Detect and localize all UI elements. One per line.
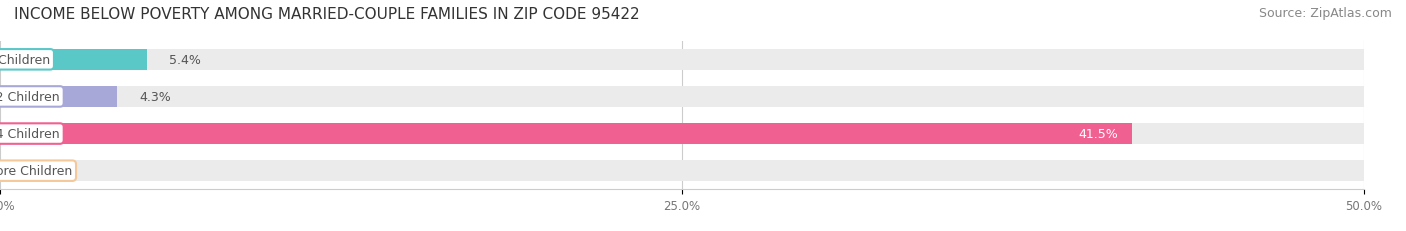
Text: 5 or more Children: 5 or more Children [0, 164, 72, 177]
Bar [0, 87, 117, 107]
Text: 4.3%: 4.3% [139, 91, 172, 103]
Text: 3 or 4 Children: 3 or 4 Children [0, 128, 60, 140]
Text: 0.0%: 0.0% [22, 164, 53, 177]
Bar [0, 124, 1132, 144]
Text: 41.5%: 41.5% [1078, 128, 1118, 140]
Bar [0, 87, 1364, 107]
Text: Source: ZipAtlas.com: Source: ZipAtlas.com [1258, 7, 1392, 20]
Bar [0, 124, 1364, 144]
Text: INCOME BELOW POVERTY AMONG MARRIED-COUPLE FAMILIES IN ZIP CODE 95422: INCOME BELOW POVERTY AMONG MARRIED-COUPL… [14, 7, 640, 22]
Bar [0, 50, 1364, 70]
Bar [0, 50, 148, 70]
Text: 1 or 2 Children: 1 or 2 Children [0, 91, 60, 103]
Text: No Children: No Children [0, 54, 51, 67]
Bar [0, 161, 1364, 181]
Text: 5.4%: 5.4% [169, 54, 201, 67]
